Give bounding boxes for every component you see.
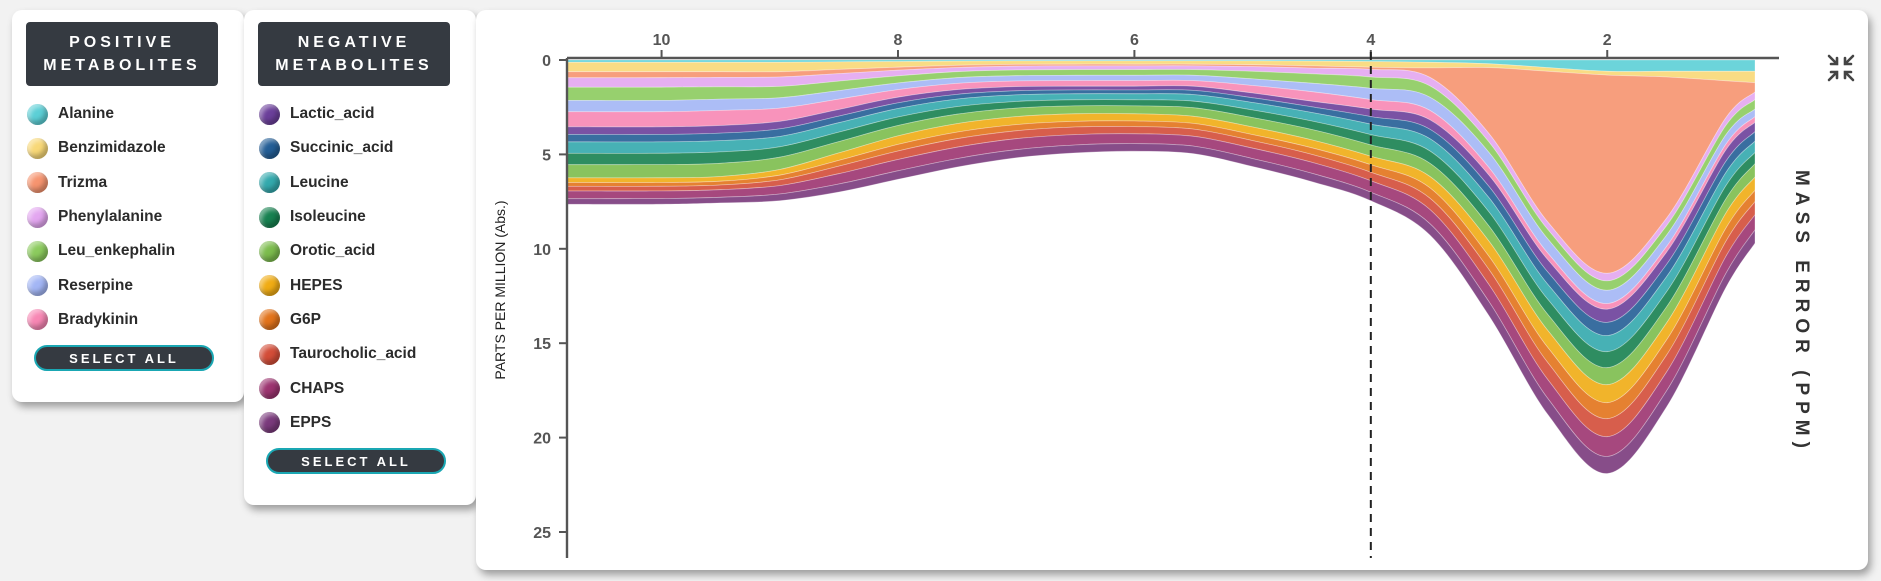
- color-dot-icon: [27, 172, 48, 194]
- area-series-alanine[interactable]: [566, 59, 1756, 73]
- color-dot-icon: [27, 309, 48, 331]
- positive-legend-item[interactable]: Trizma: [27, 166, 175, 200]
- right-axis-label: MASS ERROR (PPM): [1791, 170, 1812, 454]
- legend-item-label: CHAPS: [290, 379, 345, 397]
- legend-item-label: Orotic_acid: [290, 242, 376, 260]
- y-tick-label: 5: [542, 147, 551, 164]
- legend-item-label: Leu_enkephalin: [58, 242, 176, 260]
- positive-legend-list: Alanine Benzimidazole Trizma Phenylalanine L…: [27, 97, 175, 337]
- negative-metabolites-panel: NEGATIVE METABOLITES Lactic_acid Succinic…: [244, 10, 476, 505]
- negative-legend-item[interactable]: Isoleucine: [259, 200, 416, 234]
- legend-item-label: Leucine: [290, 173, 349, 191]
- area-layers: [566, 59, 1756, 474]
- negative-legend-item[interactable]: CHAPS: [259, 371, 416, 405]
- area-series-phenylalanine[interactable]: [566, 65, 1756, 282]
- negative-legend-item[interactable]: Orotic_acid: [259, 234, 416, 268]
- y-tick-label: 25: [533, 525, 551, 542]
- positive-select-all-button[interactable]: SELECT ALL: [34, 345, 214, 371]
- legend-item-label: Succinic_acid: [290, 139, 394, 157]
- compress-icon[interactable]: [1827, 54, 1855, 82]
- color-dot-icon: [27, 240, 48, 262]
- color-dot-icon: [27, 275, 48, 297]
- negative-legend-item[interactable]: Succinic_acid: [259, 131, 416, 165]
- color-dot-icon: [259, 206, 280, 228]
- area-series-lactic-acid[interactable]: [566, 85, 1756, 323]
- color-dot-icon: [27, 206, 48, 228]
- negative-panel-title-line1: NEGATIVE: [297, 34, 411, 51]
- x-tick-label: 10: [653, 32, 671, 49]
- color-dot-icon: [259, 412, 280, 434]
- positive-panel-title-line1: POSITIVE: [69, 34, 175, 51]
- area-series-leucine[interactable]: [566, 93, 1756, 353]
- color-dot-icon: [259, 309, 280, 331]
- legend-item-label: HEPES: [290, 276, 343, 294]
- negative-select-all-button[interactable]: SELECT ALL: [266, 448, 446, 474]
- legend-item-label: Benzimidazole: [58, 139, 166, 157]
- negative-legend-item[interactable]: Taurocholic_acid: [259, 337, 416, 371]
- area-series-bradykinin[interactable]: [566, 79, 1756, 310]
- color-dot-icon: [259, 240, 280, 262]
- chart-panel: 10 8 6 4 2 0 5 10 15 20 25 PARTS PER MILLION (Abs.…: [476, 10, 1868, 570]
- legend-item-label: Trizma: [58, 173, 108, 191]
- x-tick-label: 2: [1603, 32, 1612, 49]
- positive-panel-header: POSITIVE METABOLITES: [26, 22, 218, 86]
- y-tick-label: 10: [533, 242, 551, 259]
- legend-item-label: Taurocholic_acid: [290, 345, 417, 363]
- legend-item-label: Lactic_acid: [290, 105, 375, 123]
- negative-legend-item[interactable]: HEPES: [259, 268, 416, 302]
- color-dot-icon: [259, 137, 280, 159]
- legend-item-label: Bradykinin: [58, 310, 139, 328]
- positive-legend-item[interactable]: Benzimidazole: [27, 131, 175, 165]
- negative-panel-title-line2: METABOLITES: [275, 57, 433, 74]
- positive-legend-item[interactable]: Bradykinin: [27, 303, 175, 337]
- color-dot-icon: [27, 137, 48, 159]
- y-tick-label: 15: [533, 336, 551, 353]
- y-tick-label: 20: [533, 431, 551, 448]
- color-dot-icon: [27, 103, 48, 125]
- x-tick-label: 4: [1366, 32, 1375, 49]
- x-tick-label: 6: [1130, 32, 1139, 49]
- legend-item-label: Isoleucine: [290, 208, 366, 226]
- negative-legend-item[interactable]: Lactic_acid: [259, 97, 416, 131]
- negative-legend-item[interactable]: Leucine: [259, 166, 416, 200]
- color-dot-icon: [259, 275, 280, 297]
- negative-legend-item[interactable]: G6P: [259, 303, 416, 337]
- color-dot-icon: [259, 378, 280, 400]
- y-tick-label: 0: [542, 53, 551, 70]
- legend-item-label: EPPS: [290, 413, 332, 431]
- area-series-succinic-acid[interactable]: [566, 89, 1756, 337]
- legend-item-label: Alanine: [58, 105, 114, 123]
- legend-item-label: G6P: [290, 310, 322, 328]
- negative-panel-header: NEGATIVE METABOLITES: [258, 22, 450, 86]
- negative-legend-list: Lactic_acid Succinic_acid Leucine Isoleucin…: [259, 97, 416, 440]
- color-dot-icon: [259, 343, 280, 365]
- positive-panel-title-line2: METABOLITES: [43, 57, 201, 74]
- area-series-reserpine[interactable]: [566, 74, 1756, 305]
- positive-metabolites-panel: POSITIVE METABOLITES Alanine Benzimidazol…: [12, 10, 244, 402]
- positive-legend-item[interactable]: Reserpine: [27, 268, 175, 302]
- legend-item-label: Phenylalanine: [58, 208, 163, 226]
- legend-item-label: Reserpine: [58, 276, 133, 294]
- positive-legend-item[interactable]: Alanine: [27, 97, 175, 131]
- color-dot-icon: [259, 172, 280, 194]
- area-series-epps[interactable]: [566, 143, 1756, 474]
- x-tick-label: 8: [894, 32, 903, 49]
- negative-legend-item[interactable]: EPPS: [259, 406, 416, 440]
- positive-legend-item[interactable]: Leu_enkephalin: [27, 234, 175, 268]
- y-axis-label: PARTS PER MILLION (Abs.): [492, 200, 508, 379]
- positive-legend-item[interactable]: Phenylalanine: [27, 200, 175, 234]
- color-dot-icon: [259, 103, 280, 125]
